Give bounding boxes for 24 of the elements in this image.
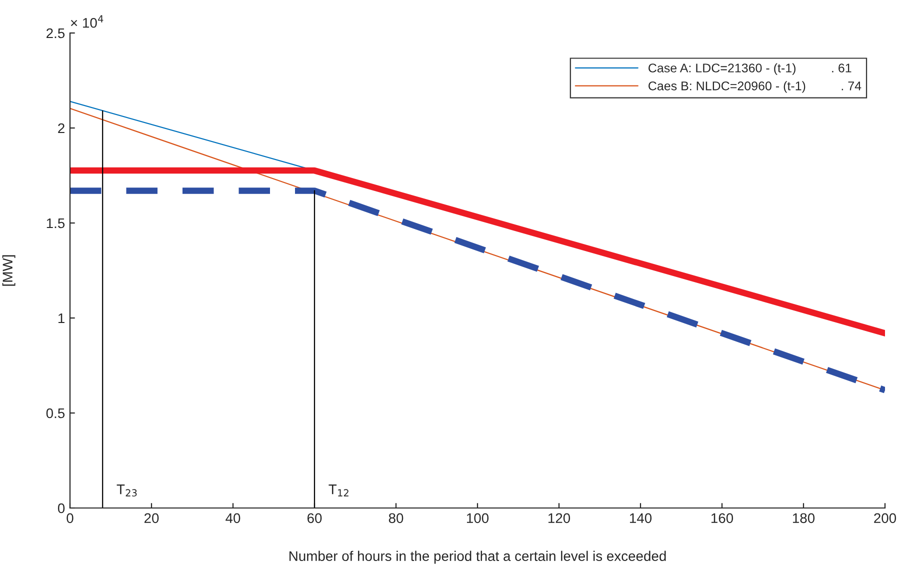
x-tick-label: 100 xyxy=(466,513,489,524)
x-tick-label: 160 xyxy=(711,513,734,524)
x-tick-label: 20 xyxy=(144,513,159,524)
y-tick-label: 1 xyxy=(58,313,64,324)
y-tick-label: 0.5 xyxy=(46,408,65,418)
x-tick-label: 200 xyxy=(874,513,896,524)
x-tick-label: 0 xyxy=(66,513,74,524)
legend-label: Case A: LDC=21360 - (t-1) . 61 xyxy=(648,63,852,75)
legend-label: Caes B: NLDC=20960 - (t-1) . 74 xyxy=(648,81,862,93)
y-tick-label: 2 xyxy=(58,123,64,134)
text: × 10$^{4}$ xyxy=(70,15,104,28)
annotation: T$_{23}$ xyxy=(116,484,137,496)
x-tick-label: 140 xyxy=(630,513,652,524)
y-tick-label: 1.5 xyxy=(46,218,65,228)
y-axis-title: [MW] xyxy=(2,255,16,286)
x-tick-label: 120 xyxy=(548,513,570,524)
y-tick-label: 0 xyxy=(58,503,65,514)
x-tick-label: 40 xyxy=(226,513,240,524)
x-tick-label: 80 xyxy=(388,513,404,524)
x-tick-label: 60 xyxy=(307,513,322,524)
annotation: T$_{12}$ xyxy=(328,484,348,496)
y-tick-label: 2.5 xyxy=(46,28,65,38)
x-tick-label: 180 xyxy=(792,513,815,524)
x-axis-title: Number of hours in the period that a certain level is exceeded xyxy=(290,550,666,564)
